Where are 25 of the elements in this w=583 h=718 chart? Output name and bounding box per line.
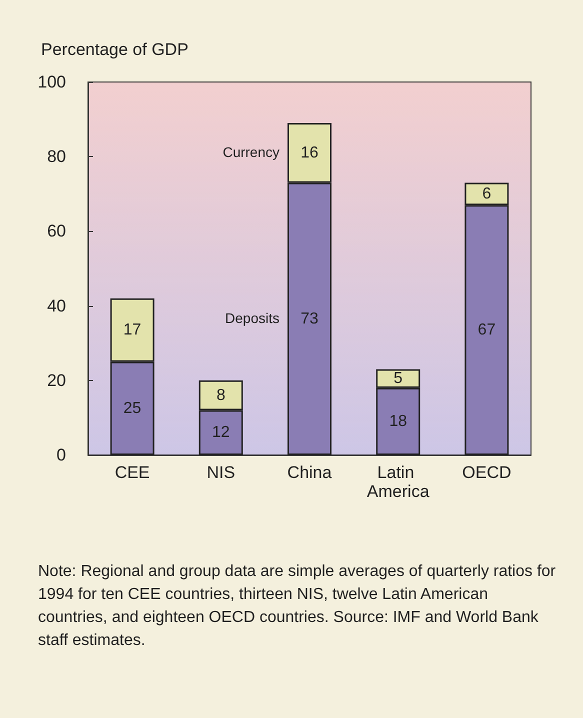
y-tick-label: 60 bbox=[47, 222, 66, 241]
x-tick-label: Latin America bbox=[366, 463, 430, 501]
data-label: 12 bbox=[212, 424, 230, 442]
y-tick-label: 20 bbox=[47, 370, 66, 390]
data-label: 67 bbox=[478, 322, 496, 339]
y-tick-label: 40 bbox=[47, 296, 66, 316]
x-tick-label: OECD bbox=[462, 463, 512, 482]
y-axis-title: Percentage of GDP bbox=[41, 40, 188, 59]
series-label: Currency bbox=[222, 144, 280, 160]
data-label: 5 bbox=[394, 370, 403, 388]
data-label: 6 bbox=[482, 185, 492, 202]
data-label: 16 bbox=[300, 144, 318, 162]
x-tick-label: CEE bbox=[114, 463, 150, 482]
data-label: 18 bbox=[389, 412, 408, 430]
data-label: 17 bbox=[123, 322, 142, 339]
data-label: 25 bbox=[123, 400, 142, 417]
y-tick-label: 100 bbox=[38, 72, 66, 92]
data-label: 73 bbox=[300, 310, 318, 328]
x-tick-label: NIS bbox=[206, 463, 236, 482]
x-tick-label: China bbox=[287, 463, 332, 482]
text: Note: Regional and group data are simple averages of quarterly ratios for 1994 for ten CEE countries, thirteen NIS, twelve Latin American countries, and eighteen OECD countries. Source: IMF and World Bank staff estimates. bbox=[38, 562, 557, 651]
data-label: 8 bbox=[216, 386, 226, 404]
y-tick-label: 80 bbox=[47, 147, 66, 166]
series-label: Deposits bbox=[225, 310, 280, 326]
y-tick-label: 0 bbox=[56, 446, 66, 464]
